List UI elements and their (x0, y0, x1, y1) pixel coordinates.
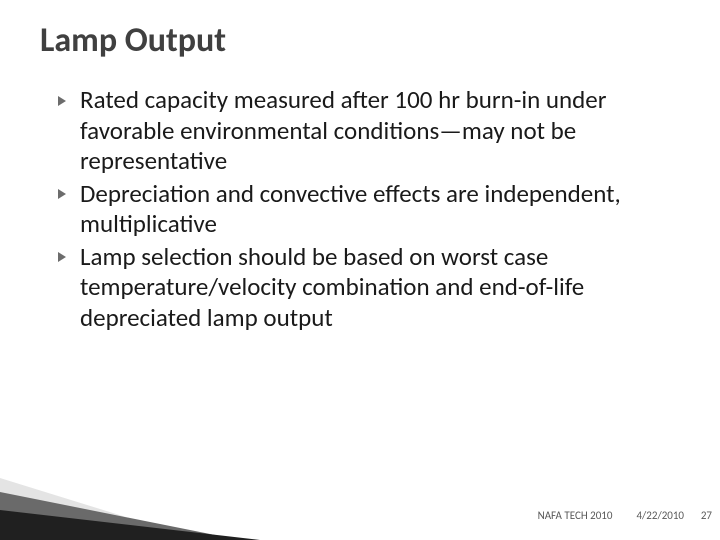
bullet-list: Rated capacity measured after 100 hr bur… (40, 85, 680, 333)
slide-container: Lamp Output Rated capacity measured afte… (0, 0, 720, 540)
slide-title: Lamp Output (40, 22, 680, 59)
bullet-item: Depreciation and convective effects are … (58, 179, 680, 240)
bullet-item: Rated capacity measured after 100 hr bur… (58, 85, 680, 177)
footer-date: 4/22/2010 (636, 509, 684, 522)
page-number: 27 (701, 509, 712, 522)
footer: NAFA TECH 2010 4/22/2010 (538, 509, 684, 522)
footer-event: NAFA TECH 2010 (538, 509, 613, 522)
bullet-item: Lamp selection should be based on worst … (58, 242, 680, 334)
corner-decoration (0, 470, 260, 540)
